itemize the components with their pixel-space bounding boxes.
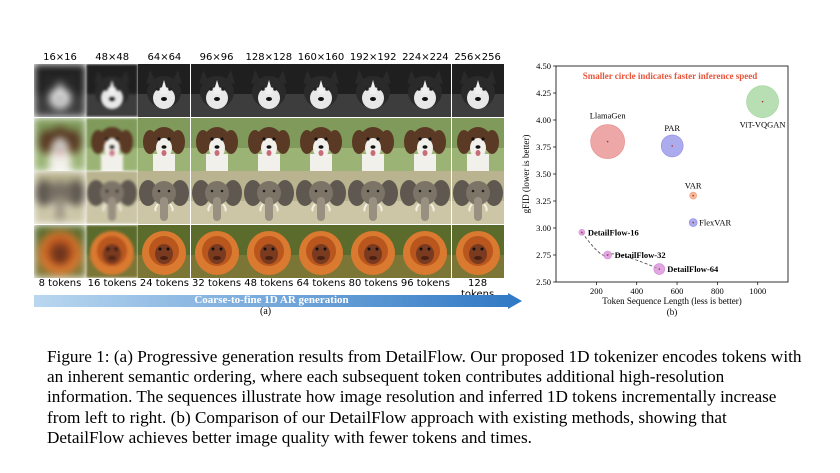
elephant-image <box>399 171 452 224</box>
token-label: 96 tokens <box>400 278 450 289</box>
resolution-label: 192×192 <box>349 52 397 63</box>
x-tick-label: 400 <box>630 286 643 296</box>
data-point-label: VAR <box>685 181 702 191</box>
elephant-image <box>451 171 504 224</box>
resolution-label: 96×96 <box>199 52 234 63</box>
data-point-center <box>658 268 661 270</box>
generation-grid <box>34 64 504 278</box>
data-point-center <box>606 254 609 256</box>
data-point-center <box>606 140 609 143</box>
husky-image <box>86 64 139 117</box>
husky-image <box>242 64 295 117</box>
panel-b-caption: (b) <box>667 307 678 317</box>
y-tick-label: 2.75 <box>536 250 551 260</box>
x-axis-label: Token Sequence Length (less is better) <box>602 296 742 306</box>
data-point-center <box>692 194 694 197</box>
data-point-label: PAR <box>664 123 680 133</box>
y-tick-label: 4.00 <box>536 115 551 125</box>
husky-image <box>399 64 452 117</box>
elephant-image <box>190 171 243 224</box>
y-tick-label: 3.50 <box>536 169 551 179</box>
elephant-image <box>242 171 295 224</box>
figure-caption: Figure 1: (a) Progressive generation res… <box>47 347 802 447</box>
data-point-label: DetailFlow-32 <box>615 250 666 260</box>
chart-annotation: Smaller circle indicates faster inferenc… <box>583 71 758 81</box>
orangutan-image <box>138 224 191 278</box>
puppy-image <box>242 117 295 171</box>
orangutan-image <box>295 224 347 278</box>
token-label: 48 tokens <box>244 278 294 289</box>
token-label: 64 tokens <box>296 278 346 289</box>
orangutan-image <box>347 224 400 278</box>
token-label: 32 tokens <box>192 278 242 289</box>
elephant-image <box>295 171 347 224</box>
husky-image <box>451 64 504 117</box>
orangutan-image <box>190 224 243 278</box>
token-label: 8 tokens <box>38 278 82 289</box>
orangutan-image <box>451 224 504 278</box>
panel-a-caption: (a) <box>260 306 272 317</box>
elephant-image <box>86 171 139 224</box>
panel-b: 2.50 2.75 3.00 3.25 3.50 3.75 4.00 4.25 4.50 200 4… <box>520 58 810 320</box>
token-labels: 8 tokens 16 tokens 24 tokens 32 tokens 48 to… <box>34 278 504 300</box>
orangutan-image <box>34 224 86 278</box>
elephant-image <box>138 171 191 224</box>
data-point-center <box>692 221 694 224</box>
elephant-image <box>347 171 400 224</box>
resolution-label: 224×224 <box>402 52 449 63</box>
husky-image <box>347 64 400 117</box>
puppy-image <box>451 117 504 171</box>
data-point-label: FlexVAR <box>699 218 731 228</box>
puppy-image <box>347 117 400 171</box>
data-point-center <box>761 100 764 103</box>
orangutan-image <box>242 224 295 278</box>
resolution-label: 128×128 <box>245 52 293 63</box>
husky-image <box>138 64 191 117</box>
x-tick-label: 800 <box>711 286 724 296</box>
puppy-image <box>295 117 347 171</box>
data-point-center <box>581 231 583 234</box>
x-tick-label: 600 <box>671 286 684 296</box>
puppy-image <box>34 117 86 171</box>
y-tick-label: 3.00 <box>536 223 551 233</box>
husky-image <box>190 64 243 117</box>
comparison-chart: 2.50 2.75 3.00 3.25 3.50 3.75 4.00 4.25 4.50 200 4… <box>521 61 789 317</box>
panel-a: 16×16 48×48 64×64 96×96 128×128 160×160 192×19… <box>30 48 522 318</box>
resolution-label: 256×256 <box>454 52 501 63</box>
puppy-image <box>399 117 452 171</box>
token-label: 80 tokens <box>348 278 398 289</box>
puppy-image <box>138 117 191 171</box>
husky-image <box>34 64 86 117</box>
y-tick-label: 4.50 <box>536 61 551 71</box>
orangutan-image <box>399 224 452 278</box>
y-tick-label: 3.75 <box>536 142 551 152</box>
progression-arrow: Coarse-to-fine 1D AR generation <box>34 293 524 309</box>
data-point-label: LlamaGen <box>590 111 627 121</box>
data-point-label: DetailFlow-16 <box>588 227 639 237</box>
token-label: 128 tokens <box>461 278 495 300</box>
x-tick-label: 1000 <box>749 286 766 296</box>
data-point-center <box>671 145 674 147</box>
elephant-image <box>34 171 86 224</box>
puppy-image <box>190 117 243 171</box>
y-axis-label: gFID (lower is better) <box>521 135 531 214</box>
resolution-label: 16×16 <box>43 52 77 63</box>
resolution-label: 160×160 <box>297 52 345 63</box>
orangutan-image <box>86 224 139 278</box>
x-tick-label: 200 <box>590 286 603 296</box>
husky-image <box>295 64 347 117</box>
y-tick-label: 3.25 <box>536 196 551 206</box>
token-label: 24 tokens <box>139 278 189 289</box>
data-point-label: ViT-VQGAN <box>740 120 786 130</box>
resolution-labels: 16×16 48×48 64×64 96×96 128×128 160×160 192×19… <box>34 52 504 66</box>
y-tick-label: 4.25 <box>536 88 551 98</box>
data-point-label: DetailFlow-64 <box>667 264 719 274</box>
resolution-label: 64×64 <box>147 52 182 63</box>
resolution-label: 48×48 <box>95 52 130 63</box>
puppy-image <box>86 117 139 171</box>
y-tick-label: 2.50 <box>536 277 551 287</box>
arrow-label: Coarse-to-fine 1D AR generation <box>194 294 349 306</box>
token-label: 16 tokens <box>87 278 137 289</box>
